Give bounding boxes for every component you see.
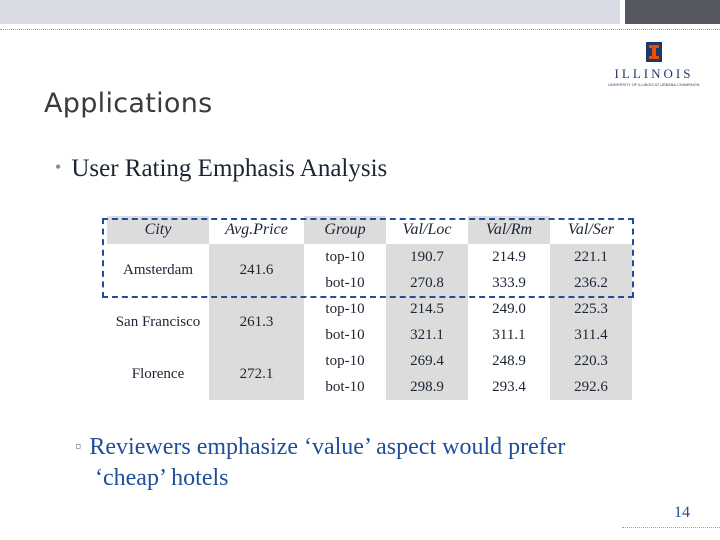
val-rm-cell: 311.1	[468, 322, 550, 348]
val-ser-cell: 225.3	[550, 296, 632, 322]
header-dotted-divider	[0, 29, 720, 30]
table-row: Florence 272.1 top-10 269.4 248.9 220.3	[107, 348, 632, 400]
val-ser-cell: 292.6	[550, 374, 632, 400]
group-cell: bot-10	[304, 374, 386, 400]
sub-bullet-line-1: Reviewers emphasize ‘value’ aspect would…	[89, 434, 566, 460]
header-val-ser: Val/Ser	[550, 216, 632, 244]
val-loc-cell: 270.8	[386, 270, 468, 296]
rating-table: City Avg.Price Group Val/Loc Val/Rm Val/…	[107, 216, 632, 400]
main-bullet-text: User Rating Emphasis Analysis	[71, 155, 388, 182]
slide-title: Applications	[44, 88, 213, 119]
group-cell: top-10	[304, 244, 386, 270]
group-cell: top-10	[304, 296, 386, 322]
val-loc-cell: 190.7	[386, 244, 468, 270]
table-row: bot-10 298.9 293.4 292.6	[107, 374, 632, 400]
header-city: City	[107, 216, 209, 244]
val-ser-cell: 311.4	[550, 322, 632, 348]
logo-subtitle: UNIVERSITY OF ILLINOIS AT URBANA-CHAMPAI…	[608, 83, 700, 87]
header-avg-price: Avg.Price	[209, 216, 304, 244]
val-ser-cell: 236.2	[550, 270, 632, 296]
sub-bullet: ▫ Reviewers emphasize ‘value’ aspect woul…	[75, 432, 675, 493]
val-loc-cell: 214.5	[386, 296, 468, 322]
top-decorative-bar	[0, 0, 720, 24]
val-rm-cell: 214.9	[468, 244, 550, 270]
val-rm-cell: 248.9	[468, 348, 550, 374]
group-cell: top-10	[304, 348, 386, 374]
header-val-loc: Val/Loc	[386, 216, 468, 244]
price-cell: 241.6	[209, 244, 304, 296]
group-cell: bot-10	[304, 270, 386, 296]
table-row: Amsterdam 241.6 top-10 190.7 214.9 221.1	[107, 244, 632, 296]
table-header-row: City Avg.Price Group Val/Loc Val/Rm Val/…	[107, 216, 632, 244]
footer-dotted-divider	[622, 527, 720, 528]
header-group: Group	[304, 216, 386, 244]
city-cell: San Francisco	[107, 296, 209, 348]
illinois-logo: ILLINOIS UNIVERSITY OF ILLINOIS AT URBAN…	[606, 42, 702, 92]
top-bar-gap	[620, 0, 625, 24]
group-cell: bot-10	[304, 322, 386, 348]
square-bullet-icon: ▫	[75, 436, 82, 456]
val-ser-cell: 220.3	[550, 348, 632, 374]
val-rm-cell: 249.0	[468, 296, 550, 322]
price-cell: 261.3	[209, 296, 304, 348]
page-number: 14	[674, 504, 690, 521]
table-row: bot-10 270.8 333.9 236.2	[107, 270, 632, 296]
table-row: San Francisco 261.3 top-10 214.5 249.0 2…	[107, 296, 632, 348]
city-cell: Amsterdam	[107, 244, 209, 296]
header-val-rm: Val/Rm	[468, 216, 550, 244]
logo-wordmark: ILLINOIS	[614, 66, 694, 81]
val-loc-cell: 269.4	[386, 348, 468, 374]
main-bullet: • User Rating Emphasis Analysis	[55, 155, 387, 183]
highlight-dashed-box	[102, 218, 634, 298]
val-rm-cell: 293.4	[468, 374, 550, 400]
sub-bullet-line-2: ‘cheap’ hotels	[95, 465, 229, 491]
top-bar-dark-segment	[625, 0, 720, 24]
val-loc-cell: 298.9	[386, 374, 468, 400]
table-row: bot-10 321.1 311.1 311.4	[107, 322, 632, 348]
val-ser-cell: 221.1	[550, 244, 632, 270]
bullet-dot-icon: •	[55, 157, 62, 177]
city-cell: Florence	[107, 348, 209, 400]
top-bar-light-segment	[0, 0, 620, 24]
illinois-block-i-icon	[646, 42, 662, 62]
price-cell: 272.1	[209, 348, 304, 400]
val-rm-cell: 333.9	[468, 270, 550, 296]
val-loc-cell: 321.1	[386, 322, 468, 348]
